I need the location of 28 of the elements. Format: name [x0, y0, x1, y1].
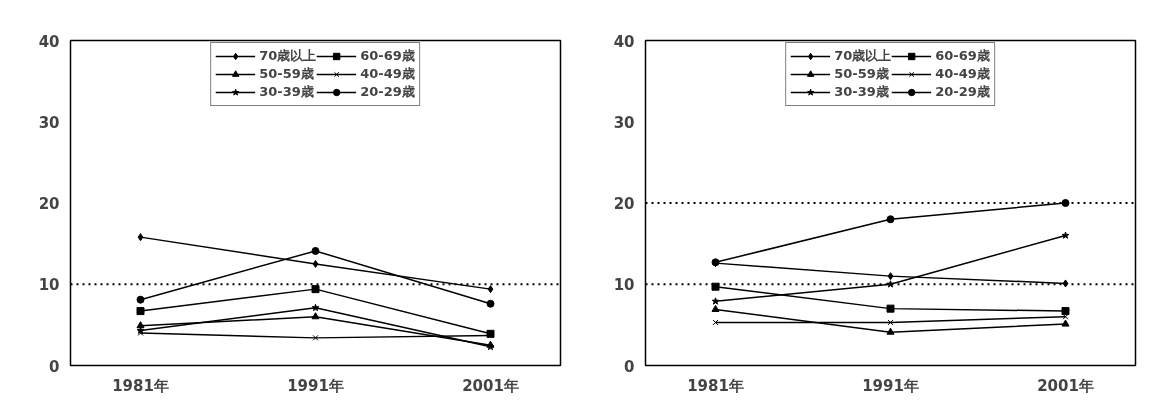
- legend-label: 20-29歳: [935, 83, 990, 101]
- legend-label: 60-69歳: [935, 47, 990, 65]
- y-tick-label: 10: [613, 276, 635, 295]
- legend-label: 70歳以上: [834, 47, 892, 65]
- legend-label: 40-49歳: [360, 65, 415, 83]
- y-tick-label: 40: [38, 32, 60, 51]
- legend-label: 30-39歳: [259, 83, 314, 101]
- legend-label: 70歳以上: [259, 47, 317, 65]
- y-tick-label: 20: [613, 195, 635, 213]
- legend-label: 40-49歳: [935, 65, 990, 83]
- y-tick-label: 0: [49, 357, 60, 376]
- y-tick-label: 10: [38, 276, 60, 295]
- y-tick-label: 0: [624, 357, 635, 376]
- y-tick-label: 40: [613, 32, 635, 51]
- legend-label: 30-39歳: [834, 83, 889, 101]
- x-tick-label: 2001年: [462, 376, 519, 395]
- x-tick-label: 1981年: [112, 376, 169, 395]
- legend-label: 60-69歳: [360, 47, 415, 65]
- legend-label: 50-59歳: [834, 65, 889, 83]
- x-tick-label: 1991年: [287, 376, 344, 395]
- x-tick-label: 1991年: [862, 376, 919, 395]
- x-tick-label: 1981年: [687, 376, 744, 395]
- y-tick-label: 20: [38, 195, 60, 213]
- legend-label: 20-29歳: [360, 83, 415, 101]
- legend-label: 50-59歳: [259, 65, 314, 83]
- y-tick-label: 30: [613, 113, 635, 132]
- x-tick-label: 2001年: [1037, 376, 1094, 395]
- y-tick-label: 30: [38, 113, 60, 132]
